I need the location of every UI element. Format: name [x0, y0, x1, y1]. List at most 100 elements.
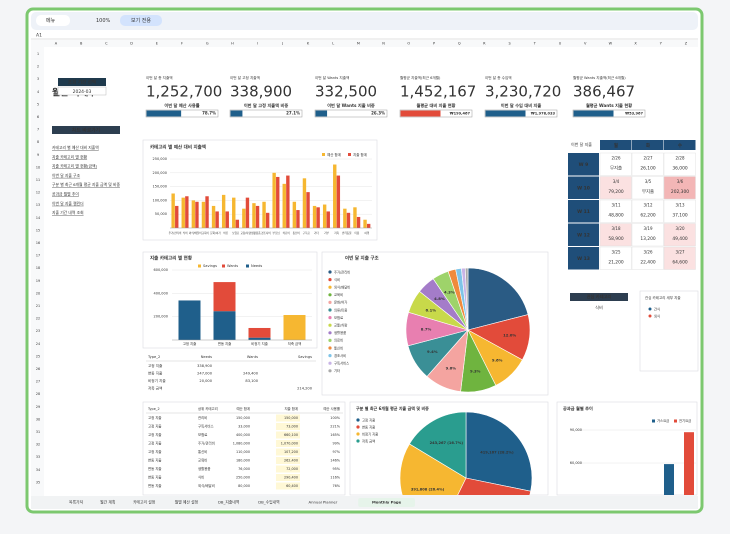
column-letter: L — [332, 42, 334, 46]
mode[interactable]: 보기 전용 — [131, 17, 151, 24]
table-cell: 보험료 — [198, 432, 207, 437]
tab-label[interactable]: Monthly Page — [372, 500, 402, 505]
date: 3/4 — [613, 179, 620, 184]
column-letter: M — [357, 42, 360, 46]
x-tick-label: 비정기 지출 — [251, 341, 268, 346]
table-cell: 60,400 — [286, 484, 298, 488]
bar — [245, 197, 250, 228]
shortcut-link[interactable]: 구분 별 최근 6개월 평균 지출 금액 및 비중 — [52, 182, 120, 187]
tab-label[interactable]: Annual Planner — [309, 500, 338, 505]
kpi-bar-fill — [146, 110, 182, 117]
table-cell: 73,000 — [286, 425, 298, 429]
kpi-label: 월평균 지출액(최근 6개월) — [400, 75, 441, 80]
day-cell — [631, 223, 664, 247]
bar — [664, 464, 674, 495]
date: 3/18 — [612, 226, 621, 231]
row-number: 11 — [36, 178, 40, 182]
row-number: 26 — [36, 367, 40, 371]
date: 3/19 — [644, 226, 653, 231]
table-cell: 150,000 — [284, 416, 298, 420]
kpi-bar-fill — [485, 110, 526, 117]
legend-label: 경조사비 — [334, 353, 346, 358]
interest-value[interactable]: 식비 — [595, 304, 603, 311]
bar — [175, 205, 179, 228]
bar — [353, 207, 357, 228]
x-tick-label: 보험료 — [232, 231, 240, 235]
shortcut-link[interactable]: 이번 달 지출 구조 — [52, 173, 81, 178]
bar — [252, 203, 256, 228]
kpi-bar-fill — [400, 110, 441, 117]
tab-label[interactable]: 월별 예산 설정 — [175, 500, 199, 505]
legend-label: 보험료 — [334, 315, 343, 320]
table-cell: 80,000 — [238, 484, 250, 488]
kpi-bar-frame — [314, 109, 388, 118]
x-tick-label: 저축 금액 — [288, 341, 302, 346]
bar — [262, 201, 266, 228]
search-text[interactable]: 메뉴 — [46, 17, 56, 24]
legend-dot — [328, 285, 332, 289]
day-cell — [599, 199, 632, 223]
column-letter: H — [231, 42, 234, 46]
shortcut-link[interactable]: 지출 카테고리 별 현황 — [52, 154, 88, 159]
bar — [356, 216, 361, 228]
table-cell: 262,400 — [284, 459, 298, 463]
table-cell: 식비 — [198, 475, 204, 480]
bar — [205, 196, 209, 228]
shortcut-link[interactable]: 지출 카테고리 별 현황(금액) — [52, 164, 98, 169]
shortcut-link[interactable]: 카테고리 별 예산 대비 지출액 — [52, 145, 99, 150]
shortcut-link[interactable]: 공과금 월별 추이 — [52, 192, 79, 197]
shortcut-link[interactable]: 지출 기간 내역 조회 — [52, 210, 84, 215]
table-cell: 고정 지출 — [148, 424, 162, 429]
day-label: 월 — [614, 142, 618, 149]
tab-label[interactable]: DB_지출내역 — [218, 500, 240, 505]
pie-slice — [464, 267, 469, 331]
legend-dot — [648, 314, 652, 318]
column-letter: K — [307, 42, 310, 46]
data-label: 9.4% — [427, 349, 438, 354]
row-number: 29 — [36, 405, 40, 409]
bar — [363, 219, 367, 228]
bar — [316, 207, 320, 228]
column-letter: G — [206, 42, 209, 46]
kpi-bar-label: 이번 달 예산 사용률 — [164, 102, 199, 109]
table-cell: 변동 지출 — [148, 483, 162, 488]
x-tick-label: 통신비 — [293, 231, 301, 235]
table-cell: 외식/배달비 — [198, 483, 215, 488]
table-cell: 150,000 — [236, 416, 250, 420]
legend-label: 예산 합계 — [327, 152, 341, 157]
period-label-box — [58, 78, 106, 86]
legend-label: 변동 지출 — [362, 424, 375, 429]
tab-label[interactable]: 카테고리 설정 — [133, 500, 156, 505]
chart-title: 카테고리 별 예산 대비 지출액 — [150, 144, 206, 151]
table-cell: 고정 지출 — [148, 449, 162, 454]
tab-label[interactable]: DB_수입내역 — [258, 500, 280, 505]
zoom[interactable]: 100% — [96, 18, 111, 24]
row-number: 35 — [36, 480, 40, 484]
data-label: 9.6% — [446, 365, 457, 370]
column-letter: J — [281, 42, 283, 46]
period-value[interactable]: 2024-03 — [73, 89, 92, 95]
bar — [366, 223, 371, 228]
y-tick-label: 200,000 — [154, 315, 168, 319]
column-letter: D — [130, 42, 133, 46]
shortcut-link[interactable]: 이번 달 지출 캘린더 — [52, 201, 84, 206]
pie-slice — [399, 443, 467, 495]
table-cell: 180,000 — [236, 459, 250, 463]
bar — [221, 194, 226, 228]
tab-label[interactable]: 목록가져 — [69, 500, 83, 505]
tab-label[interactable]: 월간 계획 — [100, 500, 115, 505]
legend-swatch — [198, 264, 201, 268]
amount: 202,300 — [671, 189, 689, 195]
data-label: 243,267 (16.7%) — [430, 441, 464, 445]
bar-segment — [213, 311, 236, 340]
legend-label: 구독서비스 — [334, 361, 349, 366]
legend-label: 식비 — [334, 277, 340, 282]
amount: 26,100 — [640, 166, 656, 172]
amount: 22,400 — [640, 260, 656, 266]
kpi-bar-value: 26.3% — [371, 111, 385, 116]
pie-slice — [465, 411, 533, 492]
legend-dot — [328, 323, 332, 327]
highlight — [276, 431, 300, 439]
amount: 48,800 — [608, 213, 624, 219]
legend-label: 기타 — [334, 368, 340, 373]
